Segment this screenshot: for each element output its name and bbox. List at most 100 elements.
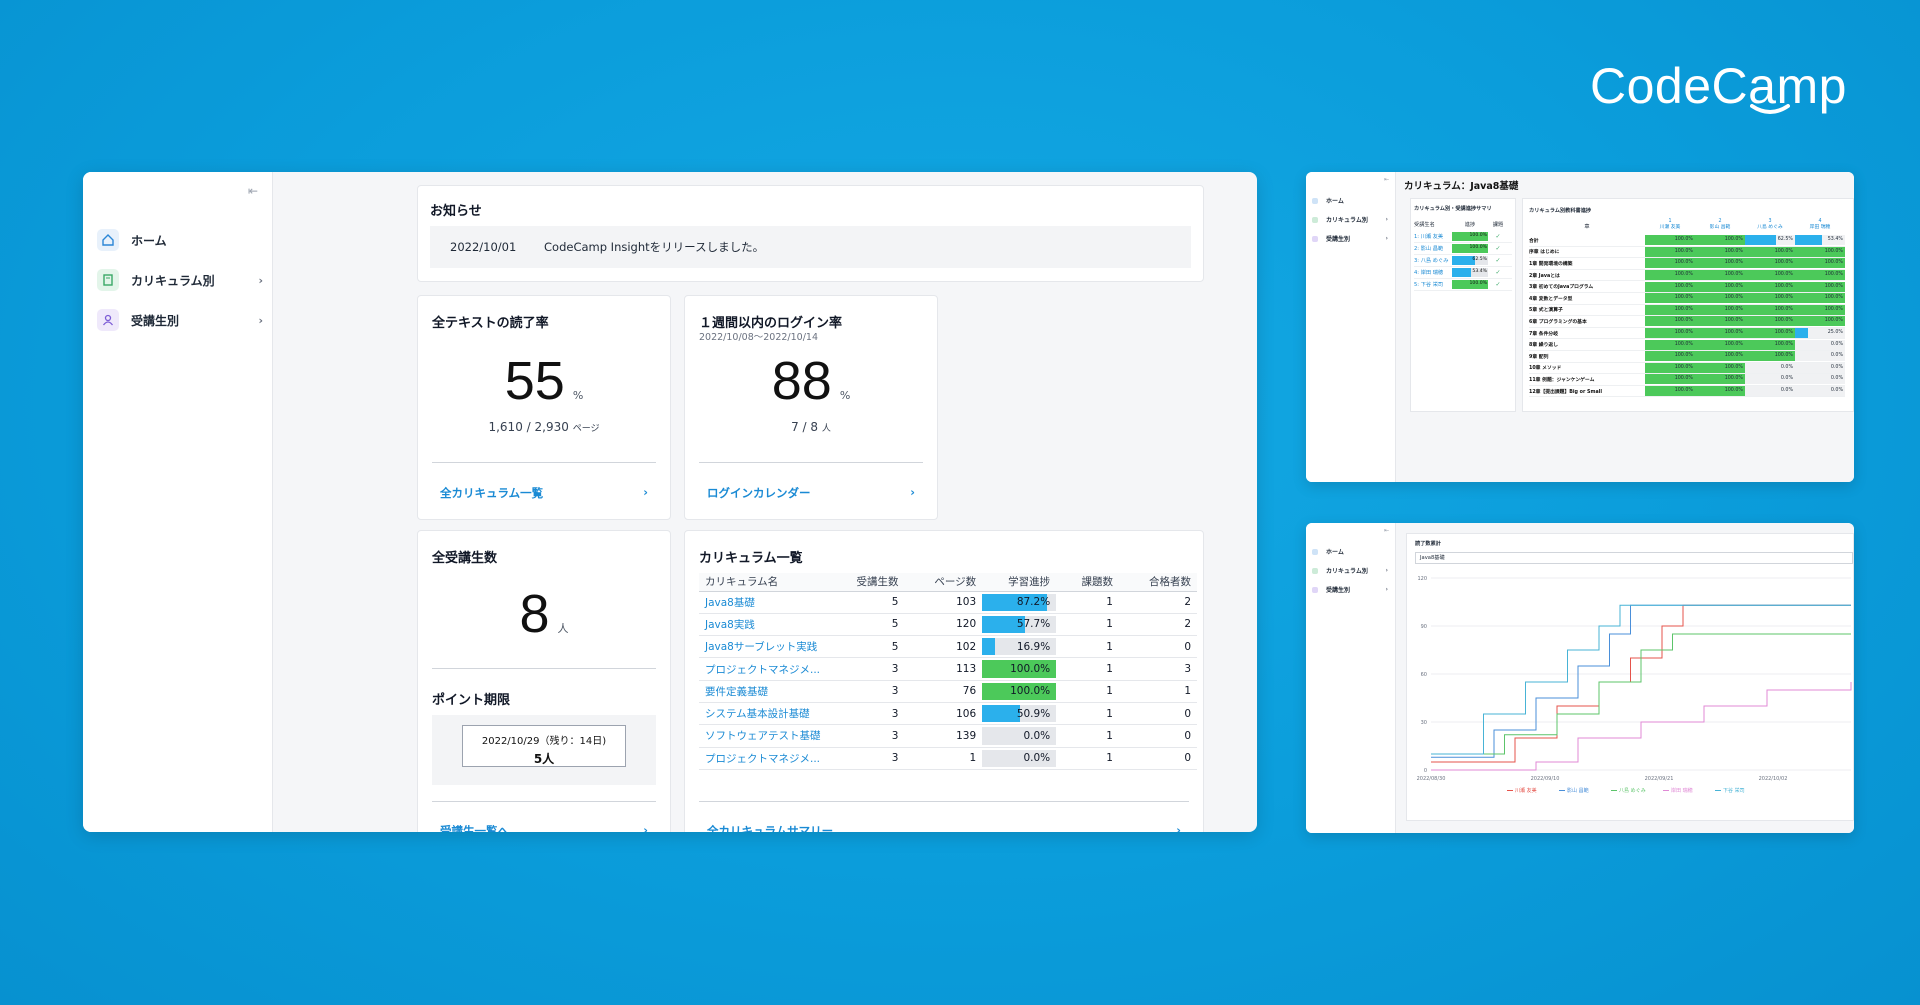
summary-row[interactable]: 1: 川瀬 友美 100.0% ✓ (1414, 231, 1512, 243)
chapter-progress-label: 100.0% (1824, 295, 1843, 301)
sidebar-item-students[interactable]: 受講生別 › (1312, 585, 1392, 594)
summary-row[interactable]: 2: 影山 昌範 100.0% ✓ (1414, 243, 1512, 255)
login-calendar-link[interactable]: ログインカレンダー › (707, 485, 915, 501)
column-header[interactable]: 合格者数 (1118, 573, 1197, 592)
chapter-column-header[interactable]: 1 川瀬 友美 (1645, 219, 1695, 231)
curriculum-name-link[interactable]: Java8サーブレット実践 (699, 635, 827, 659)
chapter-progress-cell: 100.0% (1695, 328, 1745, 339)
student-name-link[interactable]: 5: 下谷 栄司 (1414, 282, 1444, 288)
chapter-name: 1章 開発環境の構築 (1529, 261, 1573, 267)
chapter-column-header[interactable]: 4 岸田 瑞穂 (1795, 219, 1845, 231)
curriculum-name-link[interactable]: Java8基礎 (699, 591, 827, 614)
all-curriculum-link[interactable]: 全カリキュラム一覧 › (440, 485, 648, 501)
curriculum-name-link[interactable]: Java8実践 (699, 613, 827, 637)
sidebar-item-curriculum[interactable]: カリキュラム別 › (1312, 566, 1392, 575)
table-row[interactable]: 要件定義基礎 3 76 100.0% 1 1 (699, 680, 1197, 703)
pages-count: 106 (904, 702, 983, 726)
student-name-link[interactable]: 1: 川瀬 友美 (1414, 234, 1444, 240)
column-header[interactable]: カリキュラム名 (699, 573, 827, 592)
sidebar-item-home[interactable]: ホーム (1312, 547, 1392, 556)
chapter-column-header[interactable]: 2 影山 昌範 (1695, 219, 1745, 231)
chapter-progress-fill (1795, 235, 1822, 246)
student-name-link[interactable]: 4: 岸田 瑞穂 (1414, 270, 1444, 276)
curriculum-name-link[interactable]: ソフトウェアテスト基礎 (699, 724, 827, 748)
sidebar-item-home[interactable]: ホーム (1312, 196, 1392, 205)
chapter-column-header[interactable]: 3 八島 めぐみ (1745, 219, 1795, 231)
summary-progress: 100.0% (1452, 244, 1488, 253)
table-row[interactable]: ソフトウェアテスト基礎 3 139 0.0% 1 0 (699, 724, 1197, 748)
read-rate-detail-unit: ページ (572, 424, 600, 434)
progress-cell: 0.0% (982, 747, 1057, 770)
legend-label[interactable]: 影山 昌範 (1567, 787, 1589, 794)
chapter-progress-label: 100.0% (1674, 388, 1693, 394)
chapter-progress-fill (1645, 293, 1695, 304)
check-icon: ✓ (1495, 281, 1501, 288)
curriculum-name-link[interactable]: 要件定義基礎 (699, 680, 827, 703)
chapter-progress-fill (1795, 270, 1845, 281)
legend-label[interactable]: 岸田 瑞穂 (1671, 787, 1693, 794)
sidebar-item-label: 受講生別 (1326, 236, 1351, 243)
chapter-name: 合計 (1529, 238, 1539, 244)
sidebar-item-curriculum[interactable]: カリキュラム別 › (1312, 215, 1392, 224)
chapter-progress-fill (1645, 351, 1695, 362)
summary-row[interactable]: 5: 下谷 栄司 100.0% ✓ (1414, 279, 1512, 291)
chapter-progress-fill (1645, 339, 1695, 350)
collapse-sidebar-icon[interactable]: ⇤ (1384, 176, 1390, 183)
student-name-link[interactable]: 2: 影山 昌範 (1414, 246, 1444, 252)
table-row[interactable]: Java8実践 5 120 57.7% 1 2 (699, 613, 1197, 637)
mini-sidebar: ⇤ ホーム カリキュラム別 › 受講生別 › (1306, 523, 1396, 833)
passed-count: 1 (1118, 680, 1197, 703)
table-row[interactable]: Java8基礎 5 103 87.2% 1 2 (699, 591, 1197, 614)
summary-row[interactable]: 3: 八島 めぐみ 62.5% ✓ (1414, 255, 1512, 267)
tasks-count: 1 (1056, 724, 1119, 748)
column-index: 4 (1818, 219, 1822, 224)
column-header[interactable]: ページ数 (904, 573, 983, 592)
news-item[interactable]: 2022/10/01 CodeCamp Insightをリリースしました。 (430, 226, 1191, 268)
collapse-sidebar-icon[interactable]: ⇤ (1384, 527, 1390, 534)
home-icon (1312, 548, 1318, 555)
collapse-sidebar-icon[interactable]: ⇤ (248, 184, 259, 198)
logo-text: CodeCamp (1590, 58, 1847, 114)
chapter-row: 2章 Javaとは 100.0% 100.0% 100.0% 100.0% (1529, 270, 1845, 282)
sidebar-item-curriculum[interactable]: カリキュラム別 › (97, 266, 263, 294)
table-row[interactable]: プロジェクトマネジメ... 3 1 0.0% 1 0 (699, 747, 1197, 770)
chapter-progress-cell: 0.0% (1795, 362, 1845, 373)
table-row[interactable]: プロジェクトマネジメ... 3 113 100.0% 1 3 (699, 657, 1197, 681)
column-header[interactable]: 学習進捗 (982, 573, 1057, 592)
login-rate-title: １週間以内のログイン率 (699, 316, 843, 331)
chapter-progress-fill (1645, 328, 1695, 339)
chapter-progress-cell: 100.0% (1695, 270, 1745, 281)
column-header[interactable]: 課題数 (1056, 573, 1119, 592)
chapter-progress-cell: 100.0% (1695, 258, 1745, 269)
chapter-progress-cell: 100.0% (1645, 374, 1695, 385)
curriculum-select[interactable]: Java8基礎 (1415, 552, 1853, 564)
chapter-progress-cell: 100.0% (1745, 304, 1795, 315)
student-name-link[interactable]: 3: 八島 めぐみ (1414, 258, 1449, 264)
chapter-progress-label: 100.0% (1774, 306, 1793, 312)
chapter-row: 8章 繰り返し 100.0% 100.0% 100.0% 0.0% (1529, 339, 1845, 351)
curriculum-name-link[interactable]: システム基本設計基礎 (699, 702, 827, 726)
curriculum-name-link[interactable]: プロジェクトマネジメ... (699, 657, 827, 681)
login-rate-card: １週間以内のログイン率 2022/10/08〜2022/10/14 88% 7 … (684, 295, 938, 520)
chapter-progress-cell: 0.0% (1795, 386, 1845, 397)
chapter-progress-cell: 100.0% (1645, 362, 1695, 373)
sidebar-item-students[interactable]: 受講生別 › (1312, 234, 1392, 243)
summary-progress-label: 62.5% (1472, 257, 1487, 262)
legend-label[interactable]: 八島 めぐみ (1619, 787, 1646, 794)
curriculum-name-link[interactable]: プロジェクトマネジメ... (699, 747, 827, 770)
table-row[interactable]: システム基本設計基礎 3 106 50.9% 1 0 (699, 702, 1197, 726)
column-header[interactable]: 受講生数 (826, 573, 905, 592)
curriculum-summary-link[interactable]: 全カリキュラムサマリー › (707, 823, 1181, 832)
legend-label[interactable]: 下谷 栄司 (1723, 787, 1745, 794)
table-row[interactable]: Java8サーブレット実践 5 102 16.9% 1 0 (699, 635, 1197, 659)
progress-cell: 100.0% (982, 680, 1057, 703)
sidebar-item-home[interactable]: ホーム (97, 226, 263, 254)
students-list-link[interactable]: 受講生一覧へ › (440, 823, 648, 832)
sidebar-item-students[interactable]: 受講生別 › (97, 306, 263, 334)
point-inner[interactable]: 2022/10/29（残り：14日) 5人 (462, 725, 626, 767)
legend-label[interactable]: 川瀬 友美 (1515, 787, 1537, 794)
progress-label: 100.0% (1010, 663, 1051, 676)
summary-row[interactable]: 4: 岸田 瑞穂 53.4% ✓ (1414, 267, 1512, 279)
chapter-row: 合計 100.0% 100.0% 62.5% 53.4% (1529, 235, 1845, 247)
chapter-row: 7章 条件分岐 100.0% 100.0% 100.0% 25.0% (1529, 328, 1845, 340)
